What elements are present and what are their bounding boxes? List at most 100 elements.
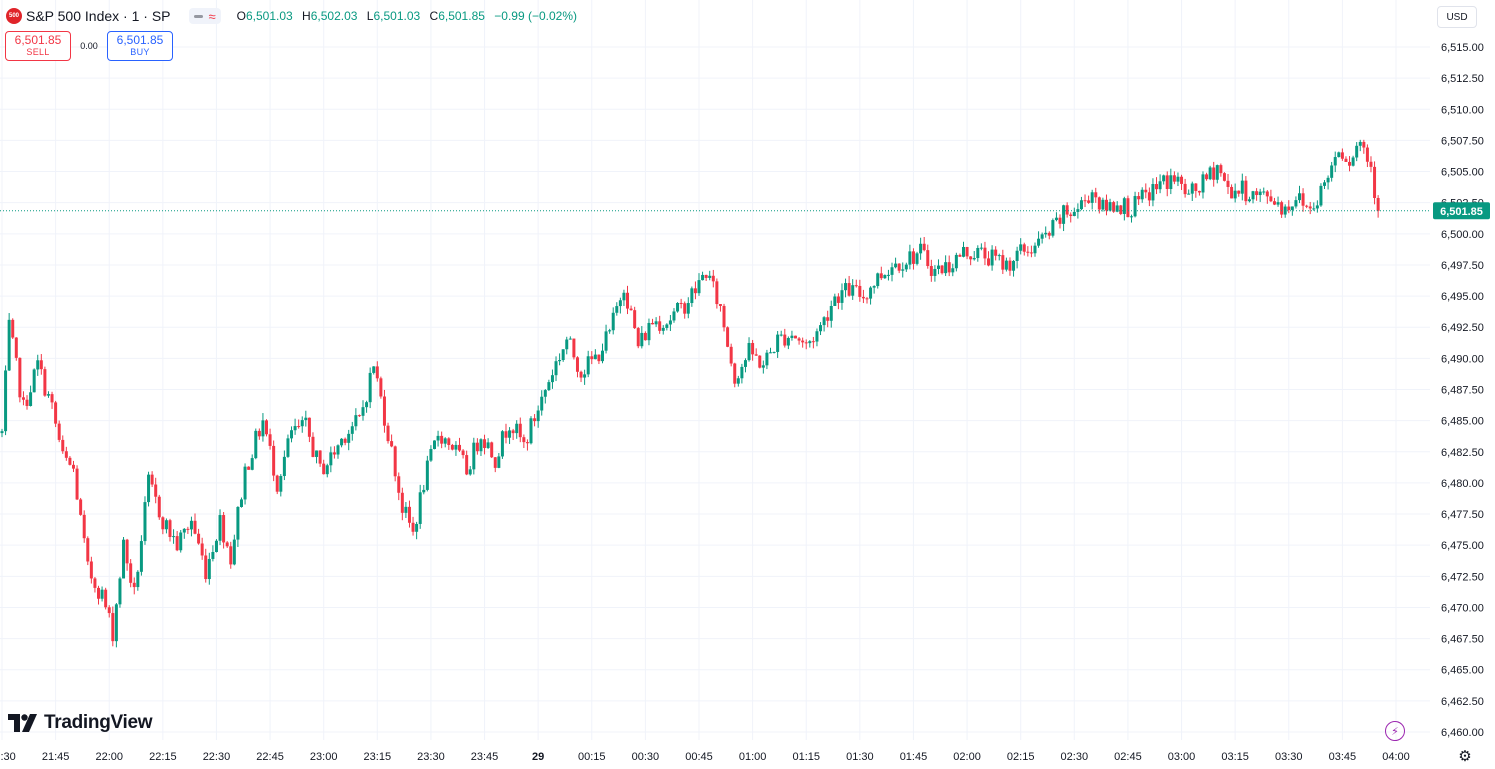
candle-body (908, 251, 912, 265)
candle-body (1180, 176, 1184, 184)
candle-body (14, 337, 18, 358)
candle-body (568, 338, 572, 340)
y-tick-label: 6,515.00 (1441, 42, 1484, 54)
y-tick-label: 6,480.00 (1441, 478, 1484, 490)
candle-body (172, 536, 176, 538)
candle-body (522, 437, 526, 443)
candle-body (164, 520, 168, 530)
tradingview-logo[interactable]: TradingView (8, 712, 153, 734)
candle-body (1315, 205, 1319, 209)
candle-body (1044, 232, 1048, 235)
candle-body (604, 331, 608, 351)
candle-body (697, 280, 701, 294)
candle-body (840, 290, 844, 303)
collapse-icon[interactable] (193, 14, 203, 18)
price-axis[interactable]: 6,460.00 6,462.50 6,465.00 6,467.50 6,470.00… (1441, 42, 1484, 739)
approx-icon[interactable]: ≈ (208, 8, 216, 24)
candle-body (740, 366, 744, 379)
candle-body (879, 273, 883, 279)
indicator-toggle[interactable]: ≈ (188, 8, 221, 24)
candle-body (693, 288, 697, 294)
candle-body (50, 394, 54, 403)
candle-body (286, 438, 290, 457)
candle-body (561, 349, 565, 360)
candle-body (1194, 183, 1198, 191)
candle-body (182, 528, 186, 533)
x-tick-label: 22:30 (203, 751, 231, 763)
candle-body (1147, 192, 1151, 201)
candle-body (940, 265, 944, 274)
candle-body (944, 262, 948, 274)
candle-body (114, 604, 118, 642)
x-tick-label: 03:00 (1168, 751, 1196, 763)
flash-icon[interactable]: ⚡ (1385, 721, 1405, 741)
candle-body (951, 268, 955, 273)
candle-body (261, 420, 265, 437)
candle-body (1337, 152, 1341, 158)
candle-body (104, 589, 108, 608)
buy-button[interactable]: 6,501.85 BUY (107, 31, 173, 61)
candle-body (157, 496, 161, 518)
candle-body (618, 300, 622, 307)
candle-body (4, 370, 8, 432)
candle-body (1244, 180, 1248, 202)
candle-body (822, 317, 826, 326)
candle-body (708, 275, 712, 278)
candle-body (901, 269, 905, 271)
candle-body (1373, 166, 1377, 198)
candles (0, 139, 1380, 648)
candle-body (808, 341, 812, 344)
candle-body (1119, 205, 1123, 214)
candle-body (1022, 244, 1026, 252)
sell-button[interactable]: 6,501.85 SELL (5, 31, 71, 61)
candle-body (1151, 184, 1155, 201)
symbol-title[interactable]: S&P 500 Index · 1 · SP (26, 8, 171, 24)
candle-body (147, 474, 151, 503)
candle-body (1215, 165, 1219, 180)
candle-body (1072, 211, 1076, 217)
candle-body (1122, 198, 1126, 214)
candle-body (1001, 255, 1005, 270)
candle-body (307, 417, 311, 437)
candle-body (297, 426, 301, 428)
candle-body (640, 332, 644, 347)
time-axis[interactable]: 21:30 21:45 22:00 22:15 22:30 22:45 23:00 23:15… (0, 751, 1410, 763)
candle-body (865, 298, 869, 300)
y-tick-label: 6,472.50 (1441, 571, 1484, 583)
candle-body (1212, 167, 1216, 180)
candle-body (1155, 184, 1159, 190)
candle-body (550, 375, 554, 383)
x-tick-label: 02:45 (1114, 751, 1142, 763)
candle-body (554, 361, 558, 376)
candle-body (322, 463, 326, 475)
x-tick-label: 03:30 (1275, 751, 1303, 763)
ohlc-close-key: C (429, 9, 439, 23)
currency-selector[interactable]: USD (1437, 6, 1477, 28)
candle-body (965, 246, 969, 257)
y-tick-label: 6,490.00 (1441, 353, 1484, 365)
candle-body (768, 352, 772, 354)
ohlc-close-value: 6,501.85 (438, 9, 485, 23)
candle-body (1026, 251, 1030, 253)
candle-body (722, 305, 726, 328)
candle-body (1172, 175, 1176, 182)
candle-body (429, 449, 433, 461)
candle-body (747, 342, 751, 361)
candle-body (197, 533, 201, 544)
candle-body (801, 340, 805, 343)
gear-icon[interactable]: ⚙ (1458, 748, 1472, 765)
candle-body (743, 360, 747, 367)
symbol-logo-icon: 500 (6, 8, 22, 24)
candle-body (711, 275, 715, 282)
candle-body (207, 558, 211, 580)
candle-body (1162, 175, 1166, 182)
candle-body (118, 578, 122, 605)
candle-body (254, 430, 258, 459)
candle-body (622, 292, 626, 301)
candle-body (443, 438, 447, 444)
last-price-value: 6,501.85 (1440, 206, 1483, 218)
candle-body (189, 520, 193, 530)
candle-body (547, 382, 551, 391)
candle-body (1262, 191, 1266, 193)
